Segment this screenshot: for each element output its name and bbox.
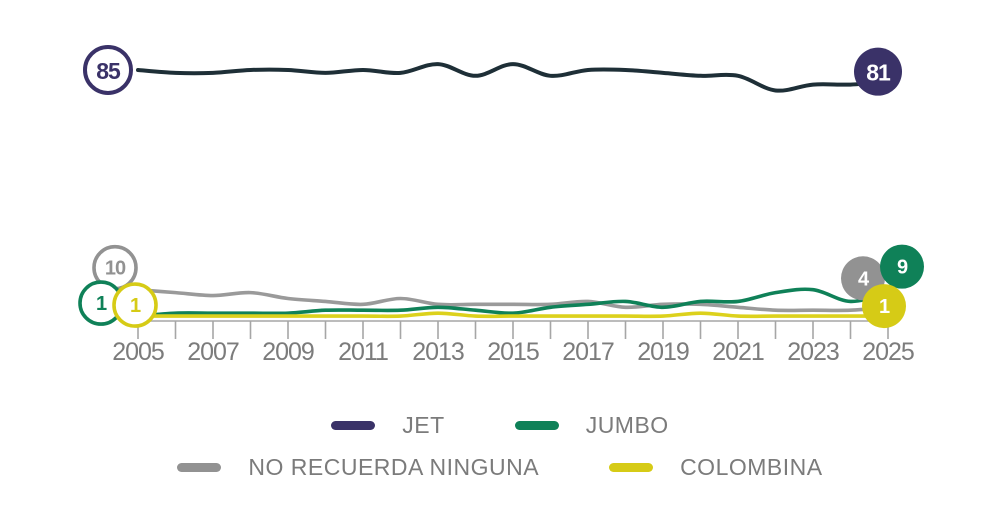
x-axis-tick-label: 2021 xyxy=(712,338,764,366)
chart: 2005 2007 2009 2011 2013 2015 2017 2019 2021 2023… xyxy=(78,44,924,366)
legend-item-jumbo: JUMBO xyxy=(514,412,669,439)
x-axis-tick-label: 2025 xyxy=(862,338,914,366)
x-axis-tick-label: 2015 xyxy=(487,338,539,366)
start-value-label-colombina: 1 xyxy=(130,295,141,317)
start-value-circle-colombina xyxy=(112,282,158,328)
jumbo-color-swatch xyxy=(514,421,559,430)
colombina-color-swatch xyxy=(609,463,654,472)
x-axis-tick-label: 2007 xyxy=(187,338,239,366)
x-axis-tick-label: 2023 xyxy=(787,338,839,366)
legend-item-jet: JET xyxy=(331,412,444,439)
legend-item-colombina: COLOMBINA xyxy=(609,454,823,481)
x-axis-tick-label: 2009 xyxy=(262,338,314,366)
legend-row-2: NO RECUERDA NINGUNA COLOMBINA xyxy=(0,454,1000,481)
legend-item-no-recuerda: NO RECUERDA NINGUNA xyxy=(177,454,539,481)
series-line-jumbo xyxy=(136,287,890,318)
series-line-jet xyxy=(136,62,890,93)
line-chart-canvas: 2005 2007 2009 2011 2013 2015 2017 2019 2021 2023… xyxy=(78,44,924,366)
start-value-label-jumbo: 1 xyxy=(96,293,107,315)
end-value-circle-colombina xyxy=(862,284,906,329)
legend-label-jet: JET xyxy=(402,412,445,438)
end-value-circle-jumbo xyxy=(880,244,924,289)
legend: JET JUMBO NO RECUERDA NINGUNA COLOMBINA xyxy=(0,412,1000,481)
x-axis-tick-label: 2005 xyxy=(112,338,164,366)
end-value-label-jet: 81 xyxy=(866,60,891,86)
no-recuerda-color-swatch xyxy=(177,463,222,472)
end-value-label-colombina: 1 xyxy=(879,296,890,318)
series-line-no-recuerda-ninguna xyxy=(136,287,890,313)
legend-row-1: JET JUMBO xyxy=(0,412,1000,439)
x-axis-tick-label: 2011 xyxy=(338,338,388,366)
legend-label-colombina: COLOMBINA xyxy=(680,454,823,480)
x-axis-tick-label: 2013 xyxy=(412,338,464,366)
end-value-label-jumbo: 9 xyxy=(897,257,908,279)
legend-label-no-recuerda: NO RECUERDA NINGUNA xyxy=(248,454,540,480)
end-value-label-no-recuerda-ninguna: 4 xyxy=(858,268,870,290)
legend-label-jumbo: JUMBO xyxy=(585,412,669,438)
end-value-circle-jet xyxy=(854,47,902,96)
x-axis-tick-label: 2017 xyxy=(562,338,614,366)
jet-color-swatch xyxy=(331,421,376,430)
start-value-label-no-recuerda-ninguna: 10 xyxy=(105,258,126,280)
start-value-label-jet: 85 xyxy=(96,58,121,84)
start-value-circle-jet xyxy=(83,44,133,95)
series-line-colombina xyxy=(136,311,890,319)
x-axis-tick-label: 2019 xyxy=(637,338,689,366)
